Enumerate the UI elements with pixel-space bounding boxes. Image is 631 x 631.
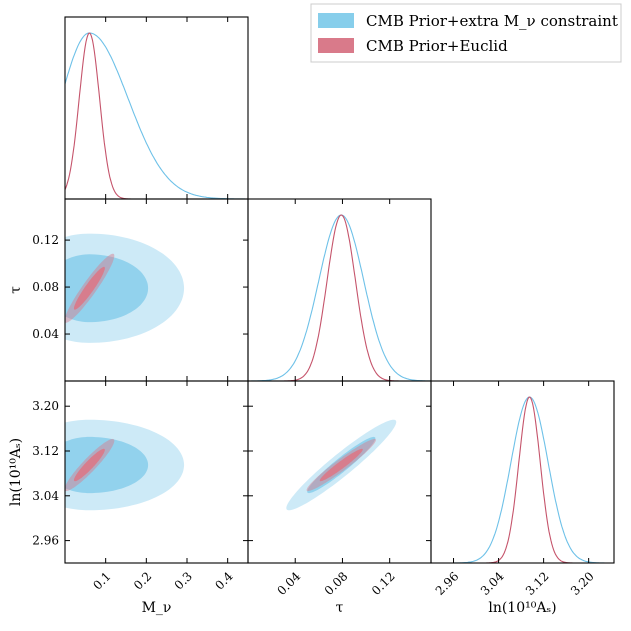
xaxis-label-lnAs: ln(10¹⁰Aₛ) [488,600,556,616]
contour-euclid-68 [73,448,105,482]
legend-label-extra-mnu: CMB Prior+extra M_ν constraint [366,12,618,30]
marginal-line-extra-mnu [248,214,431,381]
marginal-mnu [65,32,248,199]
ytick-label-tau: 0.04 [32,327,59,341]
contour-euclid-68 [73,266,105,310]
legend-swatch-euclid [318,38,354,53]
xtick-label-mnu: 0.2 [131,569,154,592]
ytick-label-lnAs: 2.96 [32,534,59,548]
panel-mnu-lnAs [65,419,185,511]
marginal-line-extra-mnu [431,396,614,563]
xtick-label-mnu: 0.4 [212,569,236,593]
frame-2-2 [430,380,615,564]
contour-extra-mnu-68 [65,254,149,323]
xtick-label-mnu: 0.3 [172,569,195,592]
marginal-tau [248,214,431,381]
frame-1-1 [247,198,432,382]
xaxis-label-mnu: M_ν [142,600,172,616]
xtick-label-tau: 0.04 [274,569,303,598]
contour-euclid-68 [319,448,363,482]
legend-box [310,3,622,63]
contour-extra-mnu-68 [65,436,149,494]
ytick-label-tau: 0.12 [32,233,59,247]
marginal-lnAs [431,396,614,563]
xaxis-label-tau: τ [336,600,344,616]
marginal-line-euclid [65,32,248,199]
xtick-label-mnu: 0.1 [90,569,113,592]
panel-mnu-tau [65,233,185,343]
xtick-label-tau: 0.12 [369,569,398,598]
ytick-label-lnAs: 3.04 [32,489,59,503]
yaxis-label-tau: τ [8,286,24,294]
panels: 0.1 0.2 0.3 0.4 M_ν 0.04 0.08 0.12 τ 2.96 3.04 3.12… [8,16,615,616]
ytick-label-lnAs: 3.12 [32,444,59,458]
ytick-label-lnAs: 3.20 [32,399,59,413]
yaxis-label-lnAs: ln(10¹⁰Aₛ) [8,438,24,506]
legend-swatch-extra-mnu [318,13,354,28]
xtick-label-lnAs: 3.20 [568,569,597,598]
marginal-line-euclid [248,214,431,381]
marginal-line-euclid [431,396,614,563]
legend-label-euclid: CMB Prior+Euclid [366,37,508,55]
xtick-label-tau: 0.08 [322,569,351,598]
xtick-label-lnAs: 2.96 [433,569,462,598]
legend: CMB Prior+extra M_ν constraint CMB Prior… [310,3,622,63]
marginal-line-extra-mnu [65,32,248,199]
panel-tau-lnAs [286,419,397,511]
xtick-label-lnAs: 3.04 [478,569,507,598]
ytick-label-tau: 0.08 [32,280,59,294]
xtick-label-lnAs: 3.12 [523,569,552,598]
frame-0-0 [64,16,249,200]
